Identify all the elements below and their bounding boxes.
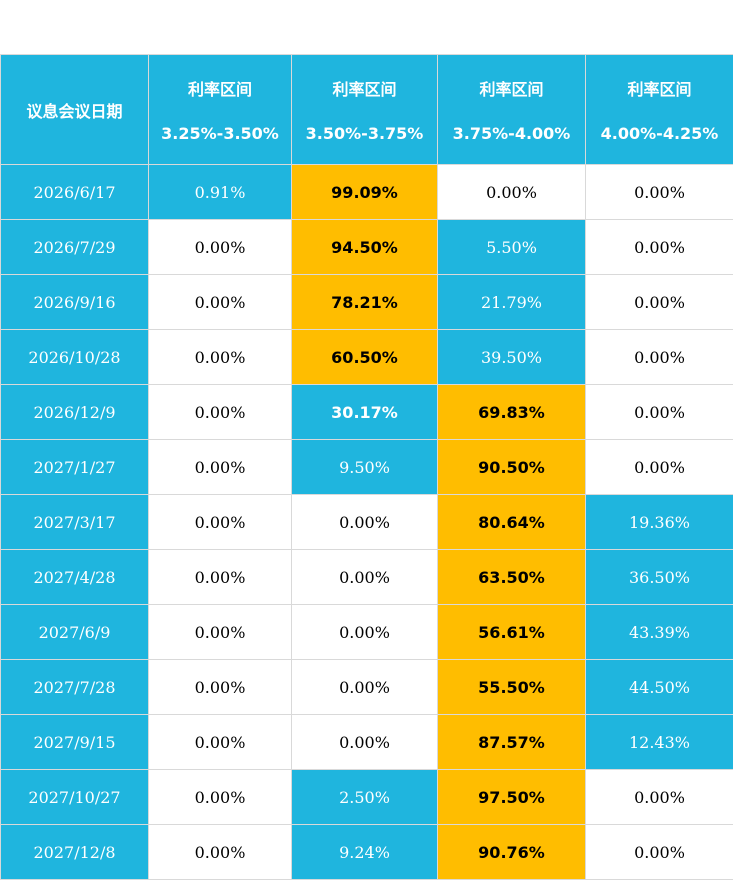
probability-cell: 87.57%	[438, 715, 586, 770]
meeting-date-cell: 2027/1/27	[1, 440, 149, 495]
meeting-date-cell: 2027/3/17	[1, 495, 149, 550]
probability-cell: 0.00%	[586, 440, 733, 495]
probability-cell: 5.50%	[438, 220, 586, 275]
probability-cell: 80.64%	[438, 495, 586, 550]
probability-cell: 36.50%	[586, 550, 733, 605]
meeting-date-cell: 2026/10/28	[1, 330, 149, 385]
probability-cell: 0.00%	[586, 275, 733, 330]
probability-cell: 9.50%	[292, 440, 438, 495]
header-range-label: 利率区间	[438, 76, 585, 100]
probability-cell: 0.00%	[586, 330, 733, 385]
probability-cell: 90.76%	[438, 825, 586, 880]
meeting-date-cell: 2026/12/9	[1, 385, 149, 440]
header-meeting-date: 议息会议日期	[1, 55, 149, 165]
probability-cell: 0.00%	[149, 220, 292, 275]
probability-cell: 0.00%	[586, 770, 733, 825]
header-range-value: 3.50%-3.75%	[292, 124, 437, 143]
header-range-label: 利率区间	[292, 76, 437, 100]
probability-cell: 90.50%	[438, 440, 586, 495]
probability-cell: 0.00%	[149, 495, 292, 550]
header-row: 议息会议日期 利率区间 3.25%-3.50% 利率区间 3.50%-3.75%…	[1, 55, 733, 165]
header-range-value: 3.25%-3.50%	[149, 124, 291, 143]
probability-cell: 63.50%	[438, 550, 586, 605]
header-range-label: 利率区间	[149, 76, 291, 100]
meeting-date-cell: 2027/6/9	[1, 605, 149, 660]
probability-cell: 69.83%	[438, 385, 586, 440]
meeting-date-cell: 2026/9/16	[1, 275, 149, 330]
probability-table-container: 议息会议日期 利率区间 3.25%-3.50% 利率区间 3.50%-3.75%…	[0, 54, 733, 879]
probability-cell: 0.00%	[586, 165, 733, 220]
probability-cell: 99.09%	[292, 165, 438, 220]
probability-cell: 12.43%	[586, 715, 733, 770]
probability-cell: 44.50%	[586, 660, 733, 715]
probability-cell: 0.00%	[149, 770, 292, 825]
probability-cell: 0.00%	[586, 385, 733, 440]
probability-cell: 2.50%	[292, 770, 438, 825]
probability-cell: 97.50%	[438, 770, 586, 825]
probability-cell: 0.00%	[438, 165, 586, 220]
probability-cell: 55.50%	[438, 660, 586, 715]
probability-cell: 0.00%	[149, 825, 292, 880]
meeting-date-cell: 2027/4/28	[1, 550, 149, 605]
meeting-date-cell: 2026/6/17	[1, 165, 149, 220]
probability-cell: 0.00%	[292, 660, 438, 715]
meeting-date-cell: 2027/10/27	[1, 770, 149, 825]
probability-cell: 30.17%	[292, 385, 438, 440]
probability-cell: 78.21%	[292, 275, 438, 330]
probability-cell: 56.61%	[438, 605, 586, 660]
probability-cell: 0.00%	[292, 605, 438, 660]
probability-cell: 0.00%	[149, 330, 292, 385]
header-range-3: 利率区间 3.75%-4.00%	[438, 55, 586, 165]
probability-cell: 19.36%	[586, 495, 733, 550]
header-range-4: 利率区间 4.00%-4.25%	[586, 55, 733, 165]
probability-cell: 0.00%	[149, 605, 292, 660]
probability-cell: 0.00%	[292, 715, 438, 770]
probability-cell: 0.00%	[149, 660, 292, 715]
probability-cell: 94.50%	[292, 220, 438, 275]
probability-cell: 0.00%	[149, 440, 292, 495]
probability-cell: 39.50%	[438, 330, 586, 385]
probability-cell: 0.00%	[149, 550, 292, 605]
header-range-value: 4.00%-4.25%	[586, 124, 733, 143]
probability-cell: 60.50%	[292, 330, 438, 385]
probability-cell: 43.39%	[586, 605, 733, 660]
meeting-date-cell: 2027/7/28	[1, 660, 149, 715]
header-range-2: 利率区间 3.50%-3.75%	[292, 55, 438, 165]
probability-cell: 0.00%	[586, 220, 733, 275]
meeting-date-cell: 2026/7/29	[1, 220, 149, 275]
rate-probability-table: 议息会议日期 利率区间 3.25%-3.50% 利率区间 3.50%-3.75%…	[0, 54, 733, 880]
header-range-1: 利率区间 3.25%-3.50%	[149, 55, 292, 165]
header-range-label: 利率区间	[586, 76, 733, 100]
probability-cell: 0.00%	[292, 550, 438, 605]
header-range-value: 3.75%-4.00%	[438, 124, 585, 143]
probability-cell: 0.00%	[292, 495, 438, 550]
probability-cell: 0.00%	[149, 275, 292, 330]
probability-cell: 0.00%	[149, 715, 292, 770]
table-header: 议息会议日期 利率区间 3.25%-3.50% 利率区间 3.50%-3.75%…	[1, 55, 733, 165]
probability-cell: 0.00%	[149, 385, 292, 440]
meeting-date-cell: 2027/9/15	[1, 715, 149, 770]
probability-cell: 21.79%	[438, 275, 586, 330]
probability-cell: 0.00%	[586, 825, 733, 880]
probability-cell: 9.24%	[292, 825, 438, 880]
probability-cell: 0.91%	[149, 165, 292, 220]
meeting-date-cell: 2027/12/8	[1, 825, 149, 880]
